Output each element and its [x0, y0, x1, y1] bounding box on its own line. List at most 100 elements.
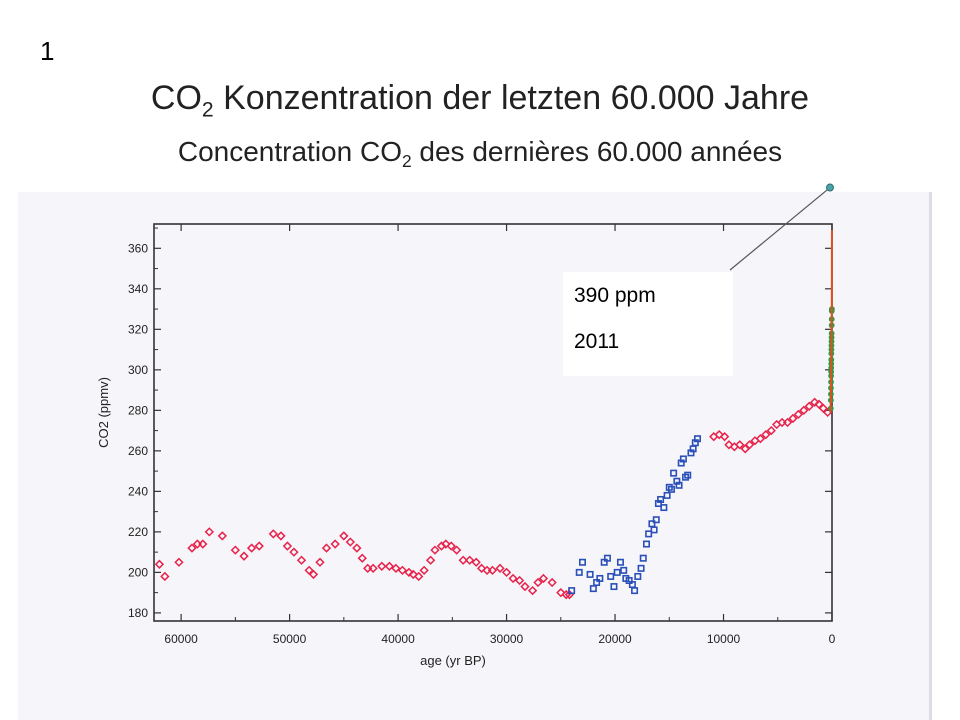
- data-point-square: [620, 566, 628, 574]
- data-point-diamond: [198, 539, 208, 549]
- data-point-diamond: [761, 429, 771, 440]
- data-point-diamond: [352, 543, 362, 553]
- y-tick-label: 220: [128, 525, 148, 539]
- x-tick-label: 30000: [490, 632, 524, 646]
- data-point-diamond: [451, 545, 462, 555]
- x-tick-label: 0: [829, 632, 836, 646]
- data-point-diamond: [246, 543, 257, 553]
- data-point-square: [589, 585, 597, 593]
- data-point-diamond: [446, 541, 456, 551]
- data-point-diamond: [397, 565, 408, 576]
- data-point-square: [693, 435, 701, 443]
- data-point-diamond: [818, 403, 828, 413]
- data-point-diamond: [282, 541, 293, 551]
- data-point-square: [637, 564, 645, 572]
- data-point-diamond: [377, 561, 387, 571]
- data-point-square: [663, 491, 671, 499]
- data-point-diamond: [239, 551, 249, 561]
- data-point-diamond: [357, 553, 367, 563]
- title-german-part2: Konzentration der letzten 60.000 Jahre: [213, 79, 810, 117]
- data-point-square: [667, 485, 675, 493]
- y-tick-label: 300: [128, 363, 148, 377]
- data-point-diamond: [538, 573, 549, 584]
- data-point-diamond: [345, 537, 356, 547]
- title-french-subscript: 2: [401, 151, 412, 172]
- data-point-diamond: [533, 577, 543, 588]
- data-point-diamond: [788, 413, 798, 424]
- data-point-square: [642, 540, 650, 548]
- data-point-square: [596, 574, 604, 582]
- x-tick-label: 10000: [707, 632, 741, 646]
- data-point-square: [650, 526, 658, 534]
- data-point-square: [660, 504, 668, 512]
- data-point-square: [639, 554, 647, 562]
- data-point-diamond: [514, 575, 525, 586]
- x-axis-label: age (yr BP): [420, 653, 486, 668]
- y-tick-label: 320: [128, 322, 148, 336]
- data-point-diamond: [276, 531, 286, 541]
- data-point-square: [613, 568, 621, 576]
- data-point-diamond: [384, 561, 395, 571]
- data-point-diamond: [268, 529, 278, 539]
- callout-leader-line: [729, 187, 831, 271]
- data-point-diamond: [174, 557, 184, 567]
- data-point-diamond: [368, 563, 378, 573]
- data-point-diamond: [487, 565, 498, 576]
- data-point-diamond: [404, 567, 414, 578]
- title-french-part1: Concentration CO: [177, 136, 402, 168]
- callout-marker: [826, 183, 834, 192]
- y-tick-label: 200: [128, 565, 148, 579]
- data-point-square: [603, 554, 611, 562]
- slide-title: CO2 Konzentration der letzten 60.000 Jah…: [0, 76, 960, 181]
- data-point-diamond: [330, 539, 340, 549]
- data-point-square: [684, 471, 692, 479]
- data-point-diamond: [304, 565, 314, 576]
- data-point-diamond: [782, 417, 793, 428]
- data-point-diamond: [217, 531, 228, 541]
- data-point-diamond: [187, 543, 197, 553]
- data-point-square: [634, 572, 642, 580]
- data-point-square: [575, 568, 583, 576]
- slide-number: 1: [40, 36, 55, 66]
- data-point-diamond: [408, 569, 418, 580]
- data-point-diamond: [714, 429, 724, 440]
- x-tick-label: 60000: [164, 632, 198, 646]
- data-point-diamond: [809, 397, 820, 407]
- data-point-square: [675, 481, 683, 489]
- title-german-part1: CO: [150, 79, 202, 117]
- data-point-diamond: [793, 409, 804, 420]
- data-point-square: [568, 587, 576, 595]
- x-tick-label: 20000: [598, 632, 632, 646]
- data-point-diamond: [154, 559, 165, 569]
- y-tick-label: 240: [128, 484, 148, 498]
- data-point-diamond: [527, 585, 538, 596]
- data-point-square: [631, 587, 639, 595]
- callout-box: 390 ppm 2011: [563, 272, 733, 376]
- title-german-subscript: 2: [201, 98, 214, 122]
- data-point-diamond: [719, 432, 730, 442]
- plot-frame: [153, 223, 833, 622]
- data-point-diamond: [547, 577, 557, 588]
- x-tick-label: 40000: [381, 632, 415, 646]
- data-point-diamond: [296, 555, 307, 565]
- data-point-square: [607, 572, 615, 580]
- data-point-diamond: [289, 547, 299, 557]
- y-tick-label: 260: [128, 444, 148, 458]
- data-point-diamond: [321, 543, 332, 553]
- y-tick-label: 180: [128, 606, 148, 620]
- data-point-square: [657, 495, 665, 503]
- data-point-diamond: [556, 587, 566, 598]
- data-point-diamond: [724, 440, 734, 450]
- series-recent-line: [829, 230, 833, 413]
- y-tick-label: 280: [128, 403, 148, 417]
- data-point-diamond: [430, 545, 440, 555]
- x-tick-label: 50000: [273, 632, 307, 646]
- data-point-diamond: [799, 405, 809, 416]
- data-point-diamond: [441, 539, 451, 549]
- data-point-square: [679, 455, 687, 463]
- y-tick-label: 360: [128, 241, 148, 255]
- data-point-diamond: [254, 541, 264, 551]
- scan-edge: [929, 192, 932, 720]
- data-point-diamond: [419, 565, 429, 576]
- data-point-diamond: [501, 567, 512, 578]
